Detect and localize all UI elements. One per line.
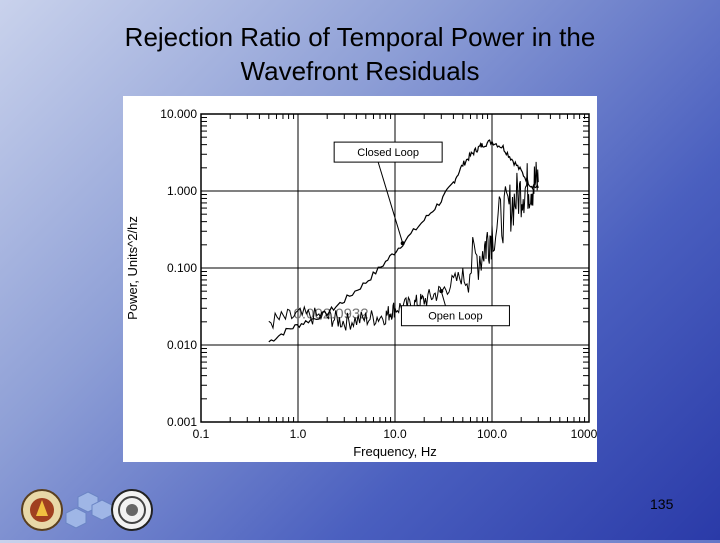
y-axis-label: Power, Units^2/hz <box>125 216 140 320</box>
y-tick-label: 1.000 <box>167 184 197 198</box>
closed-loop-label-pointer-dot <box>400 241 405 246</box>
y-tick-label: 0.010 <box>167 338 197 352</box>
closed-loop-label-box <box>333 141 443 163</box>
x-tick-label: 10.0 <box>383 427 407 441</box>
title-line-2: Wavefront Residuals <box>240 56 480 86</box>
plot-panel: 0.1 1.0 10.0 100.0 1000.0 10.000 1.000 0.100 0.0… <box>123 96 597 462</box>
x-tick-label: 1000.0 <box>571 427 597 441</box>
series-closed-loop <box>268 139 539 343</box>
open-loop-label-box <box>400 305 510 327</box>
closed-loop-label-pointer <box>377 161 404 244</box>
slide-title: Rejection Ratio of Temporal Power in the… <box>60 20 660 88</box>
page-number: 135 <box>650 496 674 512</box>
y-tick-label: 0.100 <box>167 261 197 275</box>
closed-loop-label: Closed Loop <box>357 147 419 159</box>
series-open-loop <box>268 161 539 331</box>
logo-strip <box>0 478 200 538</box>
x-tick-label: 0.1 <box>193 427 210 441</box>
x-axis-label: Frequency, Hz <box>353 444 437 459</box>
power-spectrum-chart: 0.1 1.0 10.0 100.0 1000.0 10.000 1.000 0.100 0.0… <box>125 107 597 459</box>
x-tick-label: 1.0 <box>290 427 307 441</box>
institution-logos-icon <box>21 489 153 531</box>
open-loop-label-pointer-dot <box>439 289 444 294</box>
x-tick-label: 100.0 <box>477 427 507 441</box>
open-loop-label-pointer <box>440 291 446 306</box>
y-tick-label: 0.001 <box>167 415 197 429</box>
open-loop-label: Open Loop <box>428 311 482 323</box>
y-tick-label: 10.000 <box>160 107 197 121</box>
title-line-1: Rejection Ratio of Temporal Power in the <box>124 22 596 52</box>
